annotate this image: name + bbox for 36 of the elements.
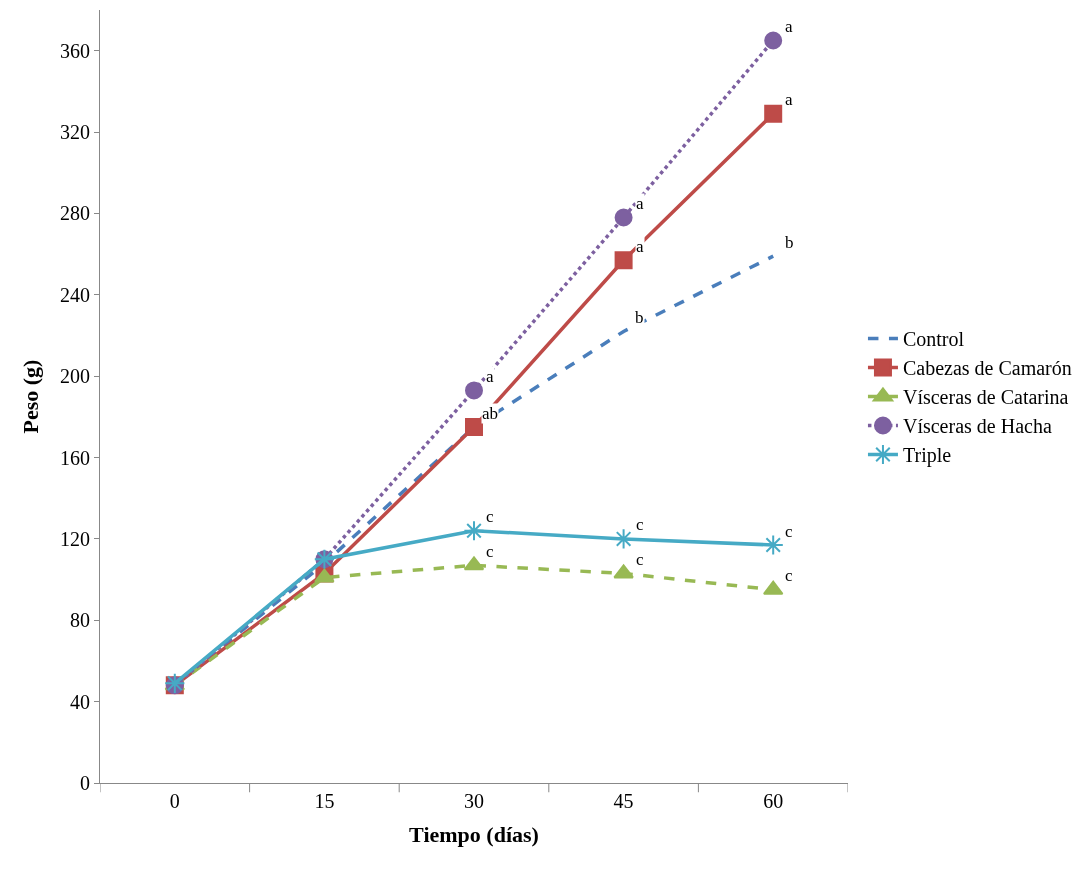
x-tick-label: 15 — [314, 790, 335, 812]
y-tick-label: 120 — [60, 527, 90, 550]
x-tick-label: 30 — [464, 790, 484, 812]
annotation: c — [785, 522, 793, 541]
annotation: c — [486, 507, 494, 526]
legend-label: Triple — [902, 444, 952, 468]
annotation: b — [635, 308, 644, 327]
y-tick-label: 360 — [60, 39, 90, 62]
y-axis-title: Peso (g) — [17, 359, 43, 434]
annotation: a — [785, 17, 793, 36]
x-tick-label: 45 — [613, 790, 634, 812]
y-tick-label: 80 — [70, 609, 90, 632]
annotation: b — [785, 233, 794, 252]
y-tick-label: 160 — [60, 446, 90, 469]
annotation: c — [785, 566, 793, 585]
y-tick-label: 280 — [60, 202, 90, 225]
annotation: a — [636, 237, 644, 256]
y-tick-label: 200 — [60, 365, 90, 388]
annotation: c — [486, 542, 494, 561]
annotation: a — [785, 90, 793, 109]
legend-label: Control — [902, 328, 965, 351]
y-tick-label: 320 — [60, 121, 90, 144]
annotation: a — [636, 194, 644, 213]
legend-label: Cabezas de Camarón — [902, 357, 1072, 380]
x-tick-label: 0 — [169, 790, 180, 812]
annotation: ab — [482, 404, 499, 423]
legend-label: Vísceras de Catarina — [902, 386, 1069, 409]
y-tick-label: 0 — [80, 772, 90, 794]
y-tick-label: 240 — [60, 283, 90, 306]
legend-label: Vísceras de Hacha — [902, 415, 1052, 438]
annotation: c — [636, 550, 644, 569]
x-tick-label: 60 — [763, 790, 784, 812]
x-axis-title: Tiempo (días) — [409, 821, 539, 847]
annotation: a — [486, 367, 494, 386]
y-tick-label: 40 — [70, 690, 90, 713]
annotation: c — [636, 515, 644, 534]
